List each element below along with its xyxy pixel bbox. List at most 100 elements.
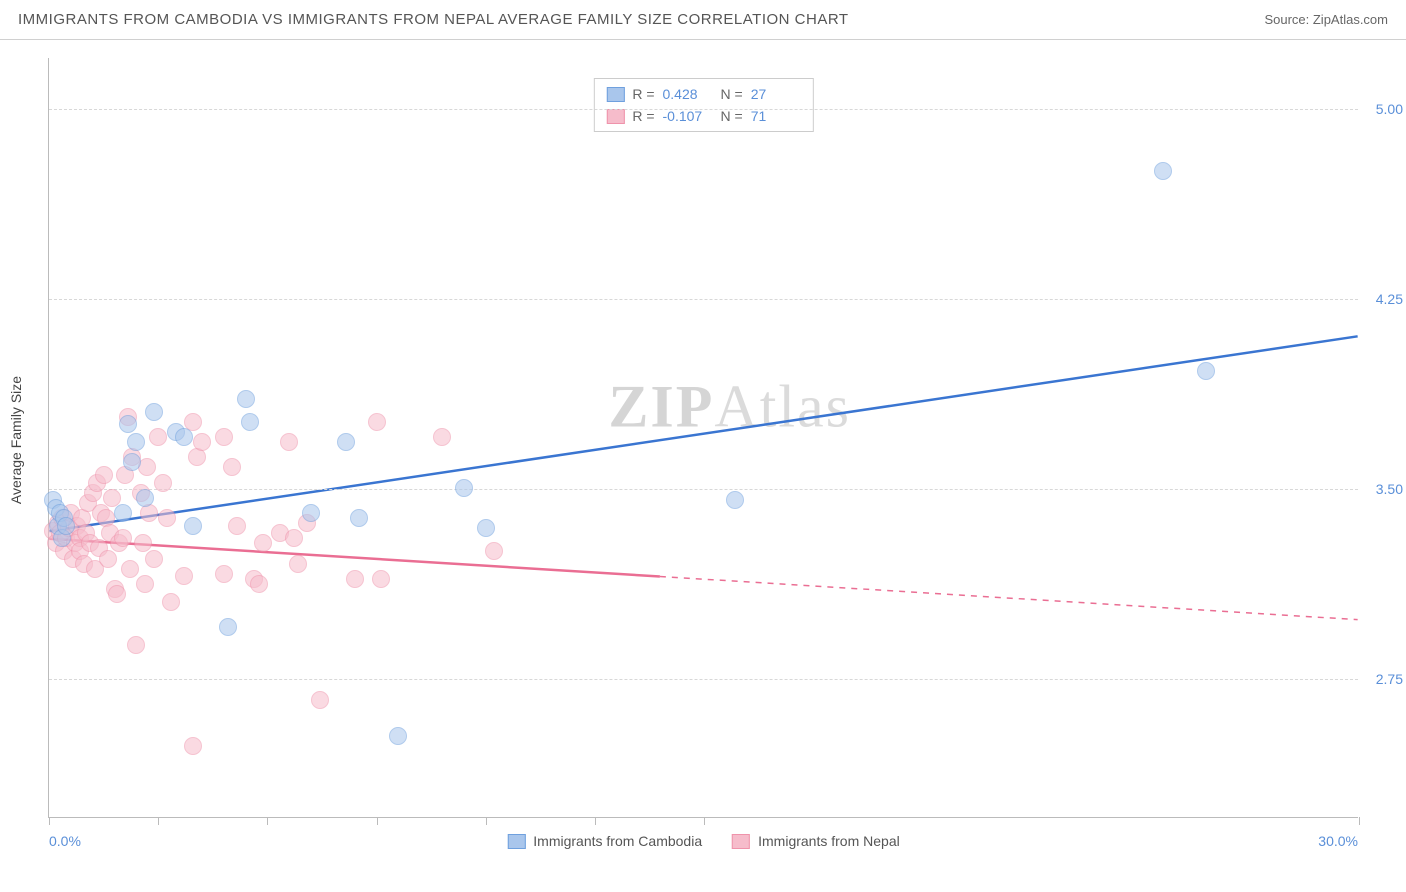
- data-point: [154, 474, 172, 492]
- swatch-cambodia: [507, 834, 525, 849]
- x-axis-max-label: 30.0%: [1318, 833, 1358, 849]
- regression-line-dashed: [660, 576, 1358, 619]
- data-point: [433, 428, 451, 446]
- data-point: [241, 413, 259, 431]
- gridline: [49, 489, 1358, 490]
- data-point: [119, 415, 137, 433]
- n-value-nepal: 71: [751, 108, 801, 124]
- data-point: [250, 575, 268, 593]
- data-point: [1154, 162, 1172, 180]
- chart-title: IMMIGRANTS FROM CAMBODIA VS IMMIGRANTS F…: [18, 11, 849, 28]
- legend-item-nepal: Immigrants from Nepal: [732, 833, 900, 849]
- data-point: [162, 593, 180, 611]
- gridline: [49, 109, 1358, 110]
- data-point: [175, 428, 193, 446]
- y-axis-label: Average Family Size: [8, 376, 24, 504]
- x-tick: [267, 817, 268, 825]
- x-tick: [486, 817, 487, 825]
- data-point: [455, 479, 473, 497]
- data-point: [136, 489, 154, 507]
- data-point: [337, 433, 355, 451]
- y-tick-label: 2.75: [1376, 671, 1403, 687]
- data-point: [121, 560, 139, 578]
- data-point: [175, 567, 193, 585]
- data-point: [228, 517, 246, 535]
- plot-region: ZIPAtlas R = 0.428 N = 27 R = -0.107 N =…: [48, 58, 1358, 818]
- gridline: [49, 299, 1358, 300]
- data-point: [254, 534, 272, 552]
- source-name: ZipAtlas.com: [1313, 12, 1388, 27]
- data-point: [114, 504, 132, 522]
- r-label: R =: [632, 108, 654, 124]
- y-tick-label: 4.25: [1376, 291, 1403, 307]
- stats-row-cambodia: R = 0.428 N = 27: [606, 83, 800, 105]
- data-point: [127, 433, 145, 451]
- data-point: [145, 550, 163, 568]
- data-point: [237, 390, 255, 408]
- data-point: [57, 517, 75, 535]
- chart-header: IMMIGRANTS FROM CAMBODIA VS IMMIGRANTS F…: [0, 0, 1406, 40]
- source-label: Source:: [1264, 12, 1312, 27]
- watermark-zip: ZIP: [608, 374, 714, 440]
- data-point: [372, 570, 390, 588]
- data-point: [389, 727, 407, 745]
- watermark: ZIPAtlas: [608, 373, 851, 442]
- x-tick: [377, 817, 378, 825]
- data-point: [311, 691, 329, 709]
- data-point: [350, 509, 368, 527]
- data-point: [477, 519, 495, 537]
- watermark-atlas: Atlas: [714, 374, 851, 440]
- swatch-cambodia: [606, 87, 624, 102]
- x-tick: [595, 817, 596, 825]
- data-point: [136, 575, 154, 593]
- data-point: [127, 636, 145, 654]
- data-point: [215, 428, 233, 446]
- n-value-cambodia: 27: [751, 86, 801, 102]
- n-label: N =: [721, 108, 743, 124]
- data-point: [184, 737, 202, 755]
- data-point: [158, 509, 176, 527]
- y-tick-label: 5.00: [1376, 101, 1403, 117]
- data-point: [280, 433, 298, 451]
- legend-label-nepal: Immigrants from Nepal: [758, 833, 900, 849]
- chart-source: Source: ZipAtlas.com: [1264, 12, 1388, 27]
- data-point: [114, 529, 132, 547]
- x-axis-min-label: 0.0%: [49, 833, 81, 849]
- y-tick-label: 3.50: [1376, 481, 1403, 497]
- data-point: [123, 453, 141, 471]
- data-point: [184, 517, 202, 535]
- data-point: [346, 570, 364, 588]
- data-point: [726, 491, 744, 509]
- data-point: [193, 433, 211, 451]
- data-point: [215, 565, 233, 583]
- data-point: [188, 448, 206, 466]
- n-label: N =: [721, 86, 743, 102]
- data-point: [285, 529, 303, 547]
- legend-label-cambodia: Immigrants from Cambodia: [533, 833, 702, 849]
- stats-legend: R = 0.428 N = 27 R = -0.107 N = 71: [593, 78, 813, 132]
- x-tick: [704, 817, 705, 825]
- gridline: [49, 679, 1358, 680]
- data-point: [289, 555, 307, 573]
- series-legend: Immigrants from Cambodia Immigrants from…: [507, 833, 899, 849]
- data-point: [145, 403, 163, 421]
- x-tick: [158, 817, 159, 825]
- data-point: [1197, 362, 1215, 380]
- data-point: [219, 618, 237, 636]
- data-point: [149, 428, 167, 446]
- r-value-nepal: -0.107: [663, 108, 713, 124]
- data-point: [302, 504, 320, 522]
- swatch-nepal: [606, 109, 624, 124]
- r-value-cambodia: 0.428: [663, 86, 713, 102]
- swatch-nepal: [732, 834, 750, 849]
- data-point: [95, 466, 113, 484]
- data-point: [368, 413, 386, 431]
- data-point: [485, 542, 503, 560]
- x-tick: [1359, 817, 1360, 825]
- r-label: R =: [632, 86, 654, 102]
- chart-area: Average Family Size ZIPAtlas R = 0.428 N…: [48, 40, 1388, 840]
- legend-item-cambodia: Immigrants from Cambodia: [507, 833, 702, 849]
- data-point: [99, 550, 117, 568]
- x-tick: [49, 817, 50, 825]
- data-point: [223, 458, 241, 476]
